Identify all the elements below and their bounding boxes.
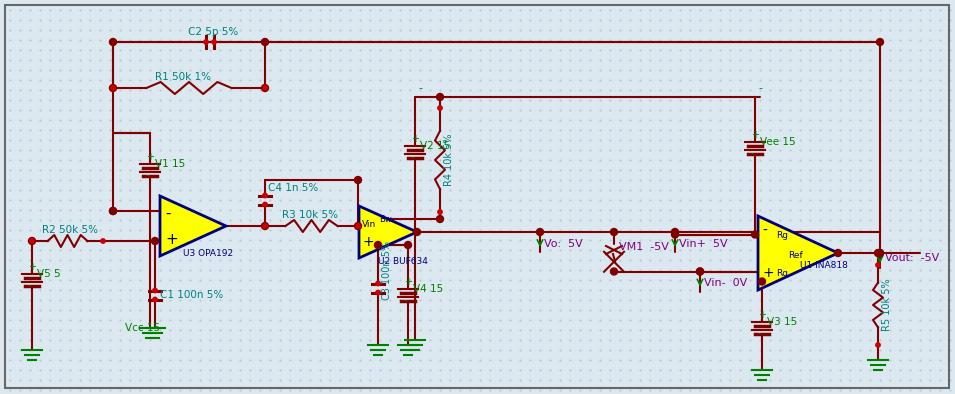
Text: -: - <box>751 148 754 158</box>
Text: +: + <box>758 310 766 320</box>
Text: -: - <box>146 170 150 180</box>
Circle shape <box>110 208 117 214</box>
Circle shape <box>110 208 117 214</box>
Text: Vee 15: Vee 15 <box>760 137 796 147</box>
Circle shape <box>671 229 678 236</box>
Text: +: + <box>362 235 373 249</box>
Text: Bw: Bw <box>379 214 392 223</box>
Text: V3 15: V3 15 <box>767 317 797 327</box>
Text: C2 5p 5%: C2 5p 5% <box>188 27 238 37</box>
Circle shape <box>437 106 442 110</box>
Text: -: - <box>404 295 408 305</box>
Text: Rg: Rg <box>776 268 788 277</box>
Text: Vcc 15: Vcc 15 <box>125 323 160 333</box>
Text: V5 5: V5 5 <box>37 269 60 279</box>
Text: V2 15: V2 15 <box>420 141 450 151</box>
Circle shape <box>203 40 208 44</box>
Text: R3 10k 5%: R3 10k 5% <box>282 210 338 220</box>
Text: -: - <box>758 328 761 338</box>
Circle shape <box>262 39 268 45</box>
Circle shape <box>875 249 881 256</box>
Circle shape <box>263 202 267 207</box>
Circle shape <box>876 343 881 347</box>
Text: Rg: Rg <box>776 230 788 240</box>
Text: -: - <box>418 83 422 93</box>
Circle shape <box>537 229 543 236</box>
Circle shape <box>111 86 116 90</box>
Circle shape <box>153 288 158 293</box>
Text: Vin-  0V: Vin- 0V <box>704 279 747 288</box>
Text: -: - <box>28 280 32 290</box>
Circle shape <box>436 93 443 100</box>
Text: U1 INA818: U1 INA818 <box>800 260 848 269</box>
Text: C3 100n 5%: C3 100n 5% <box>382 240 392 299</box>
Circle shape <box>877 249 883 256</box>
Text: +: + <box>165 232 178 247</box>
Text: R1 50k 1%: R1 50k 1% <box>155 72 211 82</box>
Text: U2 BUF634: U2 BUF634 <box>378 258 428 266</box>
Circle shape <box>152 238 159 245</box>
Circle shape <box>110 39 117 45</box>
Circle shape <box>110 84 117 91</box>
Text: +: + <box>751 130 759 140</box>
Text: +: + <box>28 262 36 272</box>
Circle shape <box>876 263 881 267</box>
Text: Vo:  5V: Vo: 5V <box>544 239 583 249</box>
Text: R2 50k 5%: R2 50k 5% <box>42 225 98 235</box>
Text: +: + <box>146 152 154 162</box>
Circle shape <box>835 249 841 256</box>
Text: Vin+  5V: Vin+ 5V <box>679 239 728 249</box>
Polygon shape <box>359 206 417 258</box>
Circle shape <box>414 229 420 236</box>
Text: +: + <box>411 134 419 144</box>
Polygon shape <box>758 216 838 290</box>
Text: U3 OPA192: U3 OPA192 <box>183 249 233 258</box>
Circle shape <box>758 278 766 285</box>
Text: +: + <box>762 266 774 280</box>
Circle shape <box>610 268 618 275</box>
Circle shape <box>101 239 105 243</box>
Circle shape <box>610 229 618 236</box>
Text: -: - <box>758 83 762 93</box>
Circle shape <box>405 242 412 249</box>
Text: -: - <box>762 224 767 238</box>
Text: V1 15: V1 15 <box>155 159 185 169</box>
Circle shape <box>263 193 267 198</box>
Circle shape <box>153 297 158 302</box>
Circle shape <box>262 223 268 229</box>
Circle shape <box>877 249 883 256</box>
Circle shape <box>374 242 381 249</box>
Circle shape <box>696 268 704 275</box>
Text: V4 15: V4 15 <box>413 284 443 294</box>
Circle shape <box>354 223 362 229</box>
Circle shape <box>376 281 380 286</box>
Text: R5 10k 5%: R5 10k 5% <box>882 279 892 331</box>
Circle shape <box>262 84 268 91</box>
Text: -: - <box>411 152 414 162</box>
Text: Vin: Vin <box>362 219 376 229</box>
Text: -: - <box>165 206 171 221</box>
Text: +: + <box>404 277 412 287</box>
Circle shape <box>29 238 35 245</box>
Circle shape <box>212 40 216 44</box>
Circle shape <box>354 177 362 184</box>
Text: C4 1n 5%: C4 1n 5% <box>268 183 318 193</box>
Circle shape <box>437 210 442 214</box>
Text: VM1  -5V: VM1 -5V <box>619 242 668 252</box>
Circle shape <box>30 239 34 243</box>
Text: C1 100n 5%: C1 100n 5% <box>160 290 223 300</box>
Circle shape <box>696 268 704 275</box>
Circle shape <box>436 216 443 223</box>
Circle shape <box>376 290 380 295</box>
Circle shape <box>356 224 360 228</box>
Circle shape <box>263 224 267 228</box>
Circle shape <box>752 231 758 238</box>
Circle shape <box>263 86 267 90</box>
Circle shape <box>877 39 883 45</box>
Polygon shape <box>160 196 226 256</box>
Text: R4 10k 5%: R4 10k 5% <box>444 134 454 186</box>
Text: Ref: Ref <box>788 251 803 260</box>
Circle shape <box>671 231 678 238</box>
Text: Vout:  -5V: Vout: -5V <box>885 253 940 263</box>
